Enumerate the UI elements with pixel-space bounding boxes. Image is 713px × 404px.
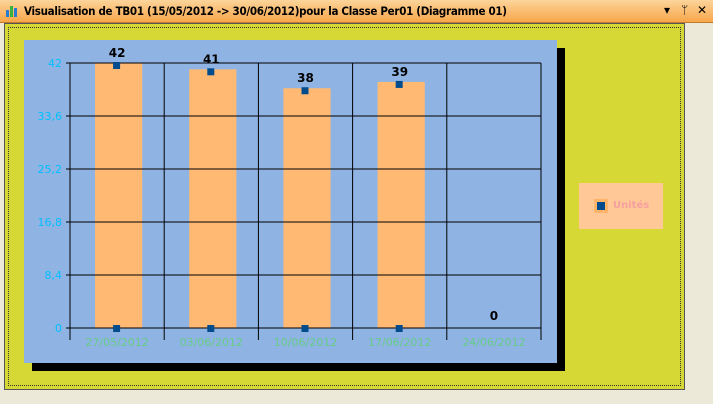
base-marker [395,325,403,332]
y-tick-label: 16,8 [38,216,63,229]
x-tick-label: 17/06/2012 [368,336,431,349]
legend-label: Unités [613,200,650,211]
x-tick-label: 03/06/2012 [180,336,243,349]
data-label: 39 [391,65,408,79]
x-tick-label: 10/06/2012 [274,336,337,349]
app-icon [6,6,17,17]
window-title: Visualisation de TB01 (15/05/2012 -> 30/… [24,4,507,18]
data-label: 0 [490,309,498,323]
data-label: 42 [109,46,126,60]
base-marker [113,325,121,332]
legend: Unités [579,183,663,229]
title-bar: Visualisation de TB01 (15/05/2012 -> 30/… [0,0,713,23]
pin-icon[interactable]: ᛘ [681,3,689,17]
bar [377,81,425,328]
legend-marker-icon [594,199,608,213]
y-tick-label: 25,2 [38,163,63,176]
base-marker [207,325,215,332]
bar [283,88,331,328]
bar [189,69,237,329]
y-tick-label: 8,4 [45,269,63,282]
y-tick-label: 42 [48,57,62,70]
data-label: 38 [297,71,314,85]
y-tick-label: 33,6 [38,110,63,123]
y-tick-label: 0 [55,322,62,335]
x-tick-label: 24/06/2012 [462,336,525,349]
x-tick-label: 27/05/2012 [85,336,148,349]
data-marker [395,80,403,88]
bar [95,63,143,328]
data-marker [113,62,121,69]
base-marker [301,325,309,332]
data-marker [301,87,309,95]
data-marker [207,68,215,76]
dropdown-icon[interactable]: ▾ [664,3,671,17]
data-label: 41 [203,52,220,66]
close-icon[interactable]: ✕ [697,3,708,17]
